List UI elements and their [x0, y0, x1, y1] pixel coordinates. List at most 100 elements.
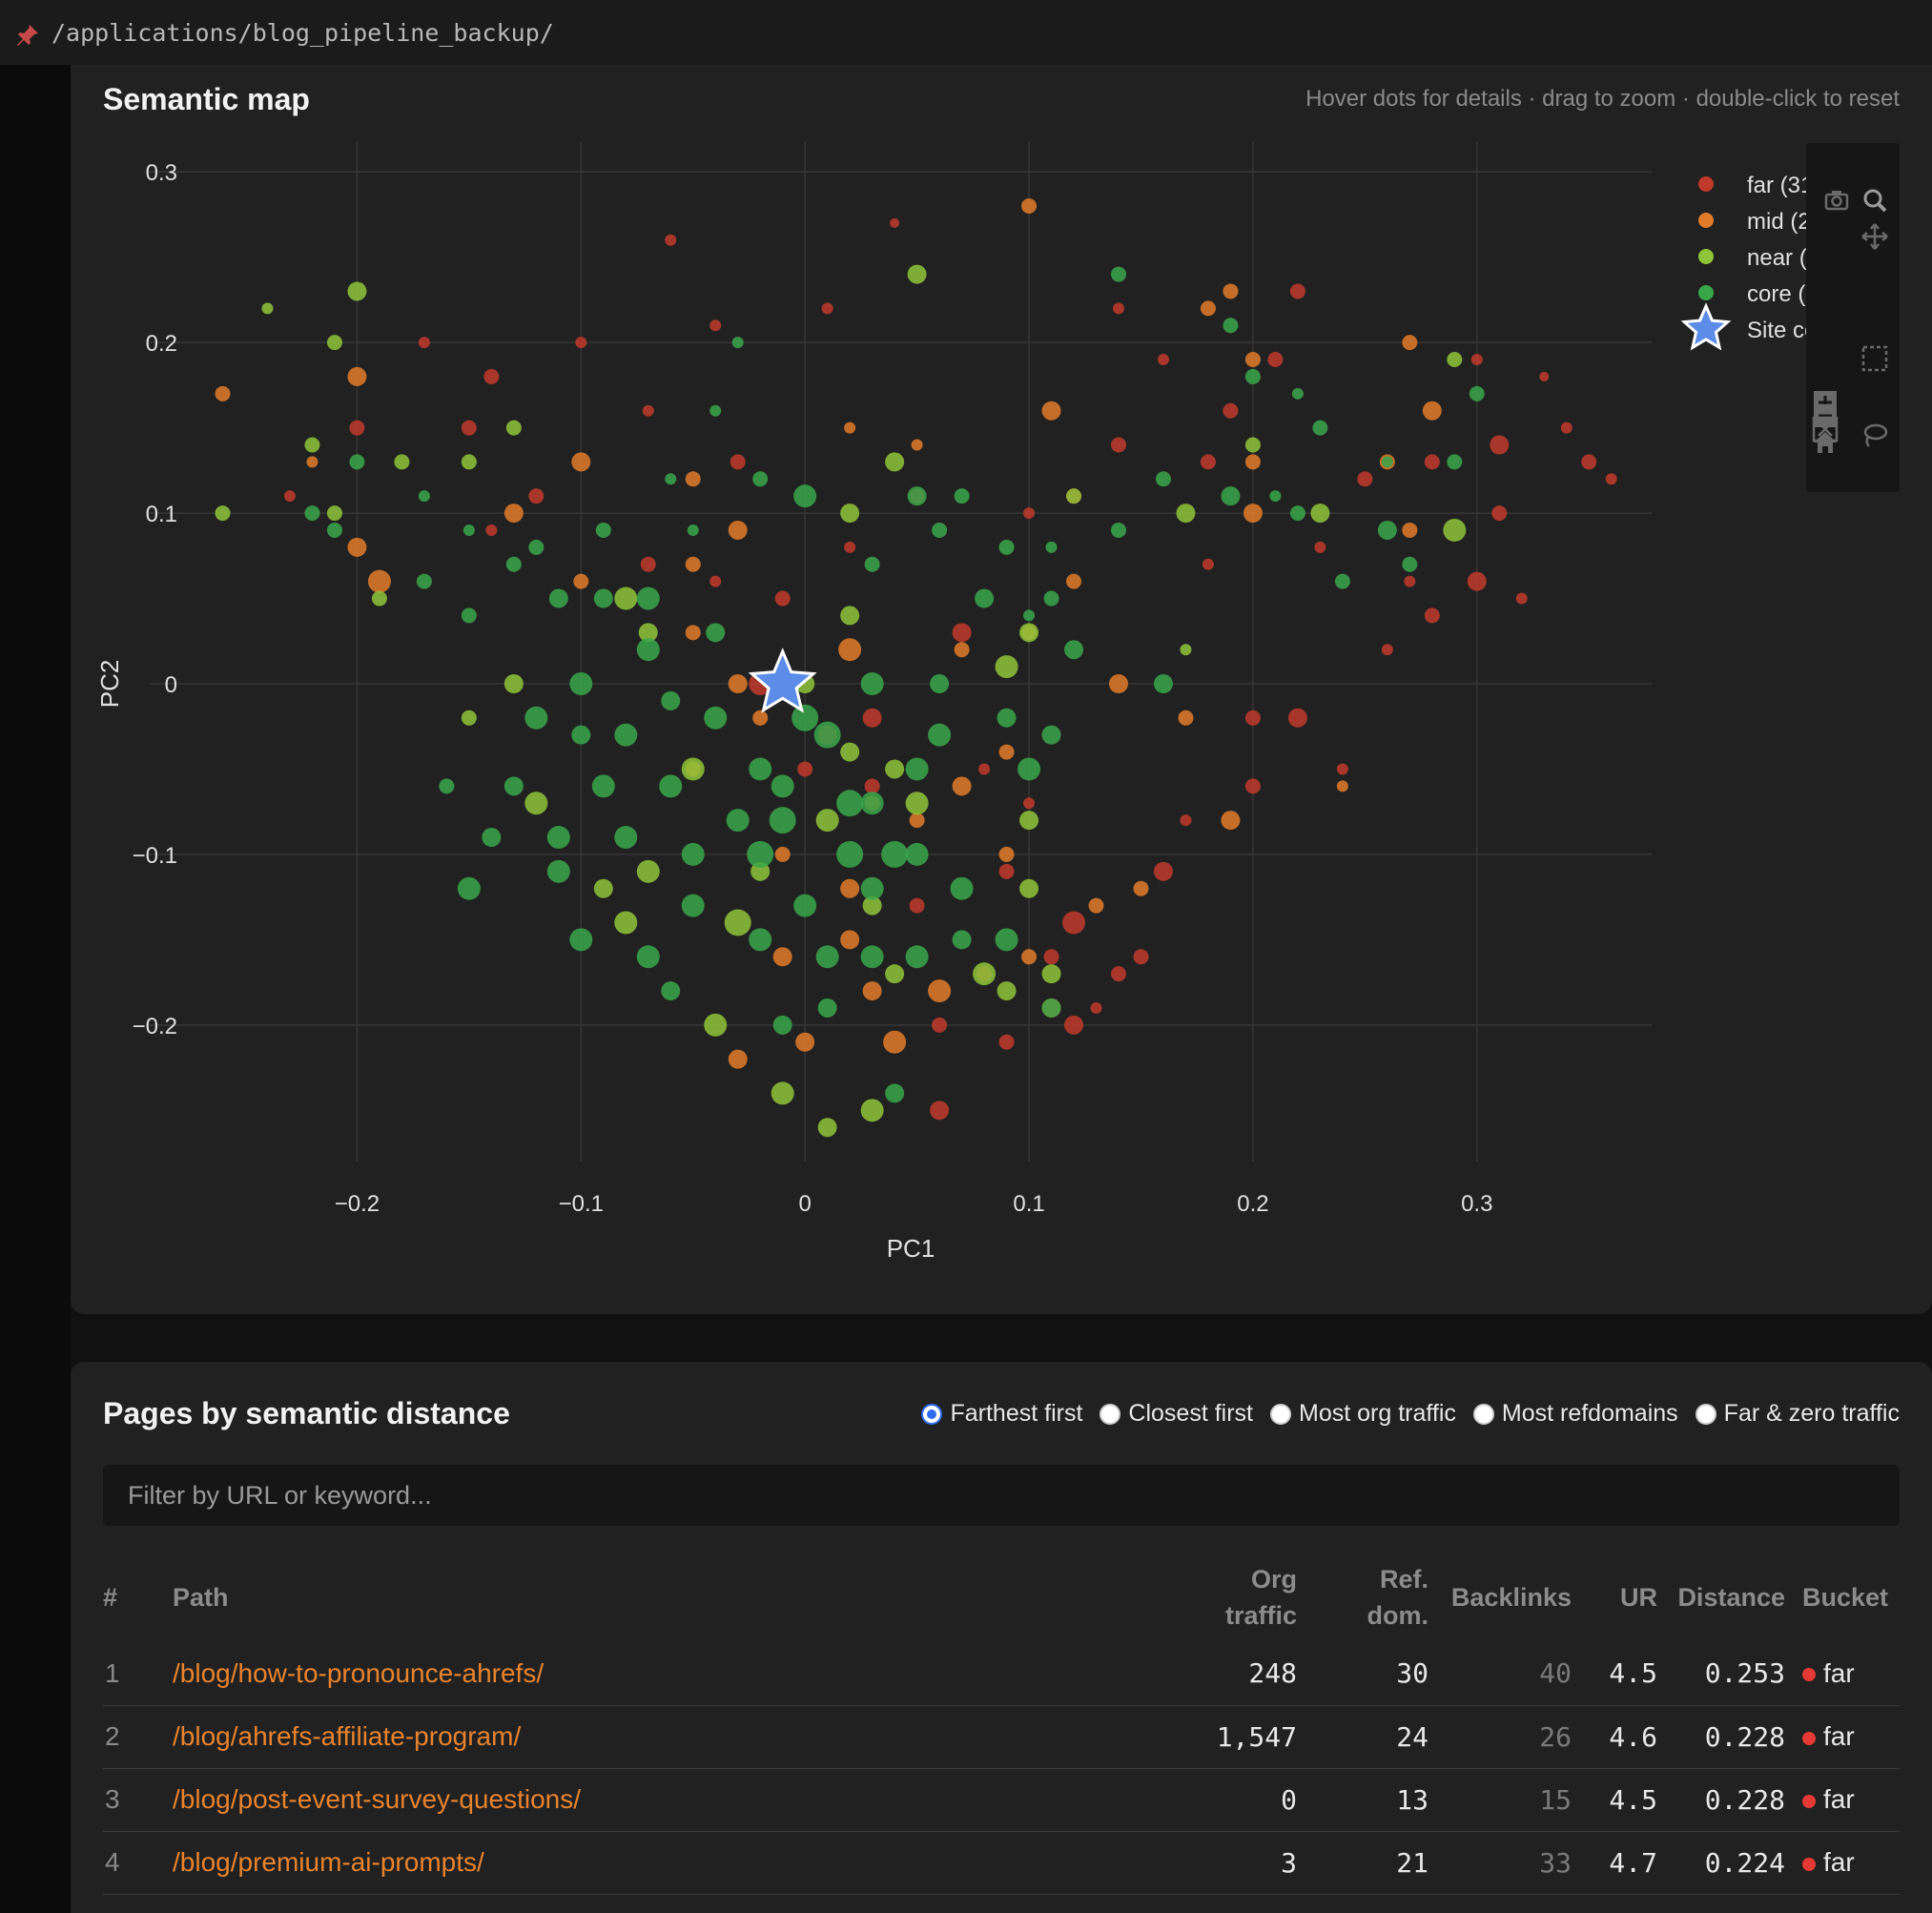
table-row[interactable]: 3/blog/post-event-survey-questions/0 13 15…	[103, 1768, 1900, 1832]
scatter-point	[860, 1099, 884, 1122]
scatter-point	[1539, 371, 1550, 381]
scatter-point	[1244, 437, 1261, 453]
col-bucket-header[interactable]: Bucket	[1802, 1583, 1889, 1612]
scatter-point	[1111, 966, 1127, 982]
plot-modebar	[1806, 143, 1900, 492]
scatter-point	[687, 524, 699, 536]
zoom-icon[interactable]	[1860, 185, 1890, 216]
scatter-point	[860, 876, 884, 900]
home-icon[interactable]	[1810, 427, 1840, 458]
scatter-point	[367, 569, 391, 593]
bucket-label: far	[1823, 1721, 1855, 1751]
scatter-point	[909, 897, 925, 914]
scatter-point	[418, 337, 430, 349]
scatter-point	[995, 928, 1018, 952]
map-hint: Hover dots for details · drag to zoom · …	[1305, 86, 1900, 112]
y-tick-label: 0.2	[146, 331, 177, 357]
scatter-point	[1223, 283, 1239, 299]
sort-radio-group: Farthest first Closest first Most org tr…	[921, 1400, 1900, 1428]
sort-far-zero-traffic[interactable]: Far & zero traffic	[1695, 1400, 1900, 1428]
header-line: dom.	[1367, 1601, 1429, 1630]
camera-icon[interactable]	[1821, 185, 1852, 216]
col-path-header[interactable]: Path	[173, 1583, 229, 1612]
filter-input[interactable]	[103, 1465, 1900, 1526]
scatter-point	[728, 520, 748, 540]
col-ref-dom-header[interactable]: Ref. dom.	[1297, 1553, 1429, 1642]
scatter-point	[1019, 811, 1039, 831]
scatter-point	[1064, 1015, 1084, 1035]
scatter-point	[326, 335, 342, 351]
row-ref-dom: 21	[1297, 1831, 1428, 1895]
box-select-icon[interactable]	[1860, 343, 1890, 374]
col-org-traffic-header[interactable]: Org traffic	[1154, 1553, 1297, 1642]
scatter-point	[1291, 387, 1304, 400]
scatter-point	[283, 490, 296, 503]
scatter-point	[905, 842, 929, 866]
sort-farthest-first[interactable]: Farthest first	[921, 1400, 1082, 1428]
lasso-icon[interactable]	[1860, 420, 1890, 450]
scatter-point	[1043, 949, 1059, 965]
scatter-point	[998, 539, 1015, 555]
scatter-point	[1469, 385, 1485, 401]
scatter-point	[930, 1100, 950, 1121]
legend-marker	[1698, 285, 1714, 300]
scatter-point	[326, 505, 342, 522]
header-line: Org	[1250, 1565, 1297, 1594]
scatter-point	[1243, 504, 1263, 524]
scatter-point	[1223, 318, 1239, 334]
scatter-point	[862, 895, 882, 915]
scatter-point	[528, 488, 545, 504]
radio-button[interactable]	[1472, 1403, 1494, 1425]
radio-button[interactable]	[1100, 1403, 1121, 1425]
scatter-point	[524, 792, 548, 815]
scatter-point	[215, 505, 231, 522]
scatter-point	[1178, 710, 1194, 726]
scatter-point	[905, 792, 929, 815]
zoom-out-icon[interactable]	[1810, 401, 1840, 431]
radio-button[interactable]	[921, 1403, 943, 1425]
scatter-point	[795, 1032, 815, 1052]
scatter-point	[1066, 488, 1082, 504]
scatter-point	[638, 623, 658, 643]
sort-closest-first[interactable]: Closest first	[1100, 1400, 1253, 1428]
table-row[interactable]: 1/blog/how-to-pronounce-ahrefs/248 30 40 4.…	[103, 1642, 1900, 1706]
bucket-dot-icon	[1802, 1794, 1816, 1808]
scatter-point	[1153, 673, 1173, 693]
scatter-point	[349, 454, 365, 470]
scatter-point	[749, 928, 772, 952]
legend-marker	[1680, 302, 1732, 351]
y-tick-label: 0.3	[146, 160, 177, 186]
table-row[interactable]: 4/blog/premium-ai-prompts/3 21 33 4.7 0.224 f…	[103, 1831, 1900, 1895]
radio-button[interactable]	[1695, 1403, 1716, 1425]
y-tick-label: 0	[165, 672, 177, 698]
scatter-point	[709, 404, 722, 417]
scatter-point	[836, 840, 864, 868]
scatter-point	[504, 673, 524, 693]
scatter-point	[573, 573, 589, 589]
scatter-point	[1090, 1001, 1102, 1014]
scatter-point	[793, 894, 817, 917]
scatter-plot[interactable]: −0.2 −0.1 0 0.1 0.2 0.3 0.3 0.2 0.1 0 −0.1 −0.2 PC1 P…	[71, 65, 1932, 1314]
row-path-link[interactable]: /blog/how-to-pronounce-ahrefs/	[173, 1657, 545, 1688]
radio-button[interactable]	[1270, 1403, 1291, 1425]
sort-most-refdomains[interactable]: Most refdomains	[1472, 1400, 1678, 1428]
row-path-link[interactable]: /blog/post-event-survey-questions/	[173, 1784, 581, 1814]
row-bucket: far	[1785, 1642, 1900, 1706]
scatter-point	[1289, 283, 1305, 299]
row-path-link[interactable]: /blog/premium-ai-prompts/	[173, 1847, 484, 1877]
scatter-point	[791, 704, 819, 731]
scatter-point	[928, 723, 952, 747]
scatter-point	[1357, 471, 1373, 487]
scatter-point	[457, 876, 481, 900]
col-distance-header[interactable]: Distance	[1677, 1583, 1785, 1612]
scatter-point	[1310, 504, 1330, 524]
col-backlinks-header[interactable]: Backlinks	[1450, 1583, 1572, 1612]
table-row[interactable]: 2/blog/ahrefs-affiliate-program/1,547 24 2…	[103, 1705, 1900, 1769]
sort-most-org-traffic[interactable]: Most org traffic	[1270, 1400, 1456, 1428]
scatter-point	[1244, 368, 1261, 384]
row-ref-dom: 24	[1297, 1705, 1428, 1769]
pan-icon[interactable]	[1860, 221, 1890, 252]
row-path-link[interactable]: /blog/ahrefs-affiliate-program/	[173, 1721, 522, 1751]
col-ur-header[interactable]: UR	[1620, 1583, 1657, 1612]
col-rank-header[interactable]: #	[103, 1583, 118, 1612]
